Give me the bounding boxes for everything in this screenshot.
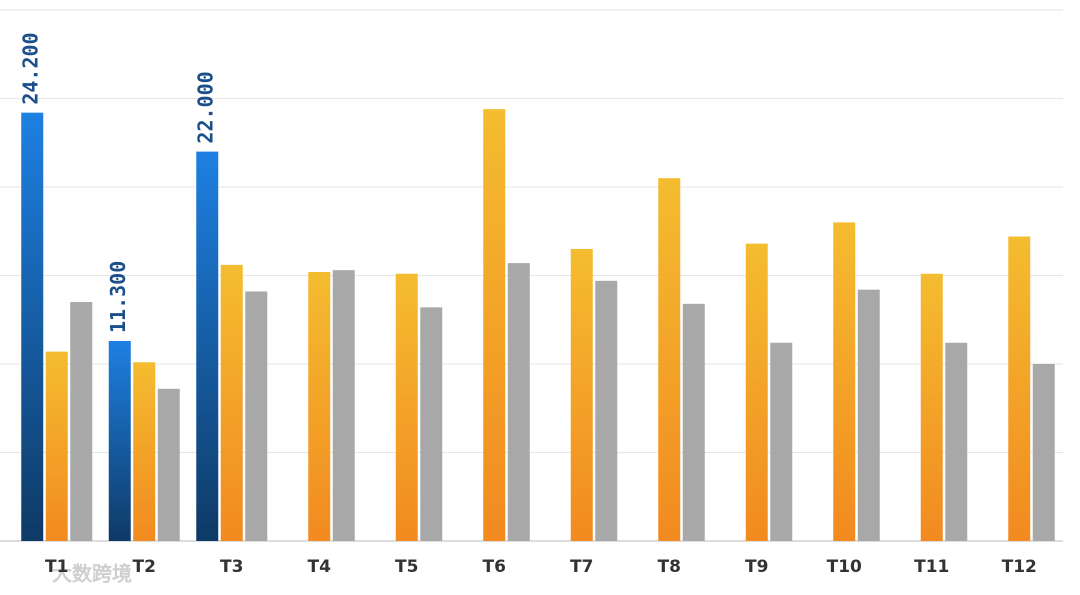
bar — [70, 302, 93, 541]
bar — [945, 342, 968, 541]
bar — [570, 248, 593, 541]
value-label: 22.000 — [194, 71, 218, 143]
bar — [507, 263, 530, 541]
bar — [682, 303, 705, 541]
bar — [745, 243, 768, 541]
bar — [658, 178, 681, 541]
x-tick-label: T9 — [745, 557, 768, 577]
bar — [157, 388, 180, 541]
x-tick-label: T11 — [914, 557, 949, 577]
bar — [833, 222, 856, 541]
bar — [770, 342, 793, 541]
bar — [1032, 364, 1055, 541]
x-tick-label: T10 — [827, 557, 862, 577]
value-label: 24.200 — [19, 32, 43, 104]
watermark: 大数跨境 — [52, 562, 132, 586]
x-tick-label: T8 — [658, 557, 681, 577]
bar — [1008, 236, 1031, 541]
bar — [133, 362, 156, 541]
x-tick-label: T12 — [1002, 557, 1037, 577]
bar — [857, 289, 880, 541]
bar — [920, 273, 943, 541]
bar — [420, 307, 443, 541]
bar — [595, 280, 618, 541]
x-tick-label: T7 — [570, 557, 593, 577]
bar — [483, 109, 506, 542]
bar — [332, 270, 355, 541]
x-tick-label: T2 — [133, 557, 156, 577]
bar — [220, 264, 243, 541]
bar — [108, 340, 131, 541]
bar — [308, 271, 331, 541]
bar — [245, 291, 268, 541]
bar — [196, 151, 219, 541]
x-tick-label: T3 — [220, 557, 243, 577]
x-tick-label: T4 — [308, 557, 332, 577]
x-tick-label: T1 — [45, 557, 68, 577]
value-label: 11.300 — [106, 261, 130, 333]
bar — [395, 273, 418, 541]
x-tick-label: T5 — [395, 557, 418, 577]
x-tick-label: T6 — [483, 557, 506, 577]
bar — [21, 112, 44, 541]
bar — [45, 351, 68, 541]
